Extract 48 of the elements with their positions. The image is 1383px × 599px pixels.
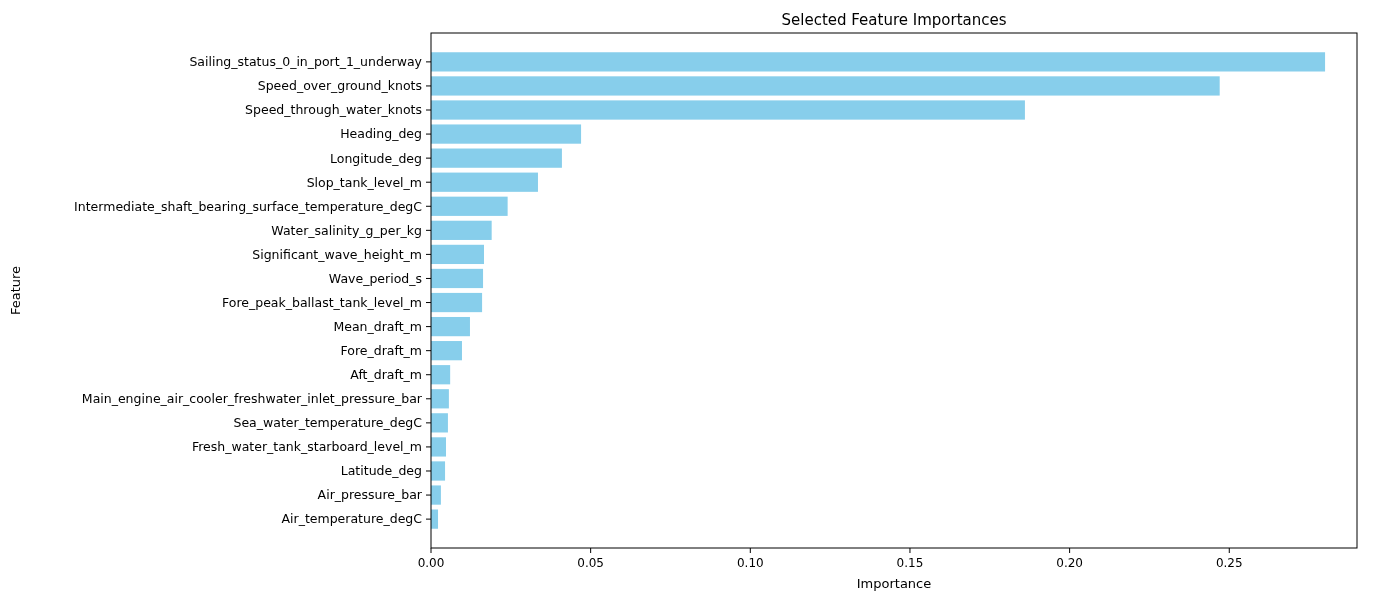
x-tick-label: 0.15: [896, 556, 924, 570]
bar: [431, 268, 484, 289]
y-tick-label: Water_salinity_g_per_kg: [271, 222, 422, 238]
bar: [431, 76, 1220, 96]
y-tick-label: Longitude_deg: [330, 150, 422, 166]
y-tick-label: Sailing_status_0_in_port_1_underway: [189, 54, 423, 70]
y-tick-label: Significant_wave_height_m: [252, 246, 422, 262]
bar: [431, 461, 446, 481]
x-tick-label: 0.00: [417, 556, 445, 570]
x-axis-title: Importance: [856, 576, 932, 591]
bar: [431, 52, 1326, 72]
y-tick-label: Fore_draft_m: [340, 343, 422, 359]
y-tick-label: Slop_tank_level_m: [306, 174, 422, 190]
bar: [431, 244, 485, 265]
bar: [431, 365, 451, 385]
y-tick-label: Speed_through_water_knots: [245, 102, 422, 118]
bar: [431, 389, 449, 409]
y-axis-title: Feature: [8, 265, 23, 316]
bar: [431, 292, 483, 313]
y-tick-label: Latitude_deg: [340, 463, 422, 479]
bar: [431, 172, 538, 192]
bar: [431, 341, 462, 361]
bar: [431, 196, 508, 216]
y-tick-label: Aft_draft_m: [350, 367, 422, 383]
y-tick-label: Main_engine_air_cooler_freshwater_inlet_pressure_bar: [81, 391, 423, 407]
bar: [431, 220, 492, 240]
x-tick-label: 0.20: [1056, 556, 1083, 570]
bar: [431, 485, 441, 505]
bar: [431, 124, 582, 144]
y-tick-label: Heading_deg: [340, 126, 422, 142]
y-tick-label: Air_temperature_degC: [281, 511, 423, 527]
y-tick-label: Intermediate_shaft_bearing_surface_temperature_degC: [74, 198, 423, 214]
x-tick-label: 0.05: [577, 556, 605, 570]
y-tick-label: Speed_over_ground_knots: [257, 78, 422, 94]
y-tick-label: Fresh_water_tank_starboard_level_m: [191, 439, 422, 455]
x-tick-label: 0.10: [736, 556, 764, 570]
bar: [431, 316, 470, 337]
y-tick-label: Wave_period_s: [328, 270, 422, 286]
bar: [431, 437, 447, 457]
bar: [431, 100, 1025, 120]
y-tick-label: Mean_draft_m: [333, 318, 422, 334]
y-tick-label: Air_pressure_bar: [317, 487, 423, 503]
y-tick-label: Fore_peak_ballast_tank_level_m: [222, 294, 422, 310]
bar: [431, 148, 562, 168]
x-tick-label: 0.25: [1215, 556, 1243, 570]
chart-title: Selected Feature Importances: [781, 11, 1007, 29]
y-tick-label: Sea_water_temperature_degC: [233, 415, 423, 431]
bar: [431, 413, 448, 433]
